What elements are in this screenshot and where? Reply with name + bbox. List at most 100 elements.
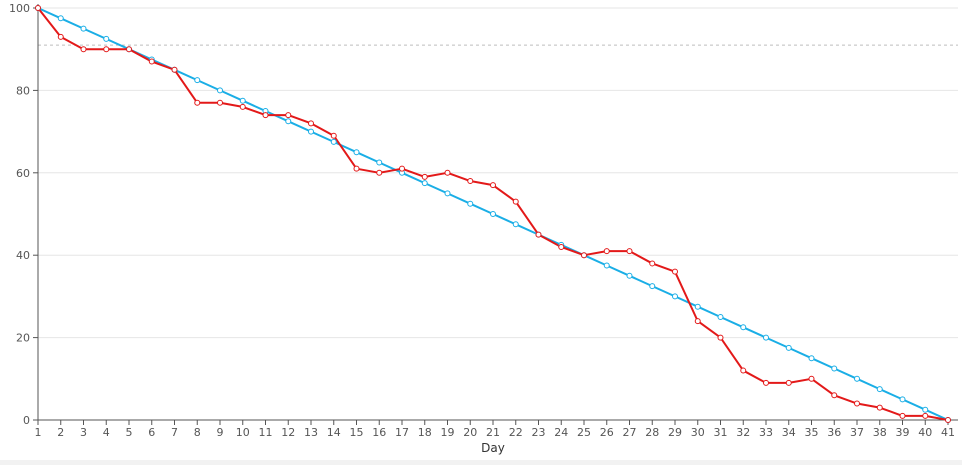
data-point-actual xyxy=(57,33,64,40)
x-tick-label: 34 xyxy=(782,426,796,439)
data-point-ideal xyxy=(808,355,815,362)
x-tick-label: 36 xyxy=(827,426,841,439)
data-point-ideal xyxy=(217,87,223,94)
data-point-ideal xyxy=(376,159,383,166)
data-point-ideal xyxy=(467,200,474,207)
x-tick-label: 35 xyxy=(805,426,819,439)
data-point-ideal xyxy=(194,77,201,84)
x-tick-label: 32 xyxy=(736,426,750,439)
x-tick-label: 16 xyxy=(372,426,386,439)
data-point-ideal xyxy=(717,314,724,320)
x-tick-label: 25 xyxy=(577,426,591,439)
data-point-actual xyxy=(717,334,724,341)
data-point-actual xyxy=(740,367,747,374)
data-point-actual xyxy=(217,99,223,106)
x-tick-label: 21 xyxy=(486,426,500,439)
x-tick-label: 39 xyxy=(896,426,910,439)
x-tick-label: 6 xyxy=(148,426,155,439)
data-point-ideal xyxy=(831,365,838,372)
x-tick-label: 10 xyxy=(236,426,250,439)
x-tick-label: 33 xyxy=(759,426,773,439)
x-tick-label: 22 xyxy=(509,426,523,439)
data-point-actual xyxy=(626,248,633,255)
y-tick-label: 0 xyxy=(23,414,30,427)
data-point-ideal xyxy=(922,406,929,413)
data-point-actual xyxy=(80,46,87,53)
data-point-actual xyxy=(490,182,496,189)
data-point-actual xyxy=(558,243,565,250)
data-point-actual xyxy=(899,412,906,419)
x-tick-label: 17 xyxy=(395,426,409,439)
data-point-actual xyxy=(262,112,269,119)
series-layer xyxy=(35,5,951,423)
data-point-actual xyxy=(672,268,678,275)
data-point-ideal xyxy=(763,334,769,341)
y-tick-label: 20 xyxy=(16,332,30,345)
data-point-actual xyxy=(444,169,451,176)
data-point-ideal xyxy=(626,272,633,279)
x-tick-label: 23 xyxy=(532,426,546,439)
data-point-actual xyxy=(421,173,428,180)
x-tick-label: 11 xyxy=(259,426,273,439)
y-tick-label: 80 xyxy=(16,84,30,97)
data-point-ideal xyxy=(353,149,360,156)
data-point-ideal xyxy=(421,180,428,187)
data-point-actual xyxy=(763,379,769,386)
data-point-actual xyxy=(171,66,178,73)
data-point-ideal xyxy=(672,293,678,300)
x-tick-label: 31 xyxy=(714,426,728,439)
data-point-actual xyxy=(467,178,474,185)
data-point-ideal xyxy=(854,375,860,382)
x-tick-label: 14 xyxy=(327,426,341,439)
x-tick-label: 13 xyxy=(304,426,318,439)
x-tick-label: 9 xyxy=(217,426,224,439)
data-point-ideal xyxy=(490,211,496,217)
grid-lines xyxy=(38,7,958,339)
x-tick-label: 41 xyxy=(941,426,955,439)
data-point-actual xyxy=(308,120,314,127)
x-tick-label: 7 xyxy=(171,426,178,439)
data-point-ideal xyxy=(308,128,314,135)
x-tick-label: 29 xyxy=(668,426,682,439)
data-point-ideal xyxy=(239,97,246,104)
x-tick-label: 30 xyxy=(691,426,705,439)
data-point-ideal xyxy=(785,344,792,351)
x-tick-label: 27 xyxy=(623,426,637,439)
data-point-ideal xyxy=(285,118,292,125)
x-tick-label: 20 xyxy=(463,426,477,439)
data-point-actual xyxy=(581,252,587,259)
data-point-actual xyxy=(603,248,610,255)
data-point-ideal xyxy=(694,303,701,310)
data-point-actual xyxy=(785,379,792,386)
y-tick-label: 40 xyxy=(16,249,30,262)
data-point-ideal xyxy=(57,15,64,22)
x-tick-label: 18 xyxy=(418,426,432,439)
x-tick-label: 2 xyxy=(57,426,64,439)
data-point-ideal xyxy=(876,386,883,393)
data-point-actual xyxy=(512,198,519,205)
data-point-ideal xyxy=(444,190,451,197)
data-point-actual xyxy=(126,46,132,53)
data-point-ideal xyxy=(899,396,906,403)
data-point-actual xyxy=(945,417,951,423)
data-point-actual xyxy=(148,58,155,65)
data-point-actual xyxy=(399,165,405,172)
data-point-actual xyxy=(353,165,360,172)
data-point-actual xyxy=(103,46,110,53)
x-tick-label: 3 xyxy=(80,426,87,439)
y-tick-label: 60 xyxy=(16,167,30,180)
data-point-actual xyxy=(831,392,838,399)
data-point-actual xyxy=(285,112,292,119)
data-point-actual xyxy=(808,375,815,382)
x-tick-label: 15 xyxy=(350,426,364,439)
data-point-ideal xyxy=(649,283,656,290)
x-tick-label: 4 xyxy=(103,426,110,439)
x-tick-label: 38 xyxy=(873,426,887,439)
data-point-ideal xyxy=(103,35,110,42)
data-point-ideal xyxy=(512,221,519,228)
x-tick-label: 19 xyxy=(441,426,455,439)
x-tick-label: 24 xyxy=(554,426,568,439)
